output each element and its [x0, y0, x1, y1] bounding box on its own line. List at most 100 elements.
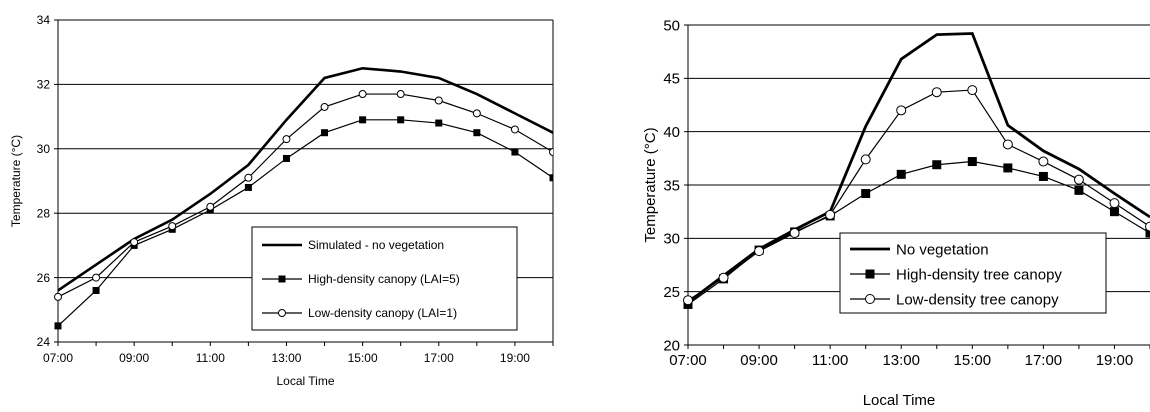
- marker-circle: [396, 90, 405, 99]
- y-axis-label: Temperature (°C): [642, 127, 659, 242]
- marker-square: [1145, 228, 1150, 238]
- legend-label: High-density tree canopy: [896, 266, 1062, 283]
- x-axis-label: Local Time: [863, 392, 936, 409]
- y-tick-label: 28: [37, 206, 51, 220]
- marker-circle: [130, 238, 139, 247]
- chart-1: 24 26 28 30 32 34 07:00 09:00 11:00 13:00 15:00 17:…: [9, 13, 554, 388]
- marker-square: [359, 116, 367, 124]
- marker-circle: [54, 292, 62, 301]
- marker-circle: [434, 96, 443, 105]
- marker-square: [932, 160, 942, 170]
- x-tick-label: 09:00: [740, 352, 778, 369]
- marker-circle: [1038, 156, 1049, 167]
- legend-label: Simulated - no vegetation: [308, 238, 444, 252]
- x-tick-label: 07:00: [669, 352, 707, 369]
- series-3: [683, 85, 1150, 306]
- marker-circle: [860, 154, 871, 165]
- x-tick-label: 19:00: [500, 351, 530, 365]
- marker-square: [861, 189, 871, 199]
- marker-circle: [1145, 221, 1150, 232]
- marker-square: [967, 157, 977, 167]
- x-tick-label: 07:00: [43, 351, 73, 365]
- y-tick-label: 26: [37, 271, 51, 285]
- marker-circle: [320, 102, 329, 111]
- marker-circle: [92, 273, 101, 282]
- series-1: [57, 66, 553, 292]
- marker-circle: [896, 105, 907, 116]
- marker-square: [244, 183, 252, 191]
- y-tick-label: 30: [663, 231, 680, 248]
- x-tick-label: 09:00: [119, 351, 149, 365]
- marker-circle: [244, 173, 253, 182]
- marker-circle: [206, 202, 215, 211]
- y-tick-label: 40: [663, 124, 680, 141]
- series-line: [57, 119, 553, 327]
- marker-circle: [1073, 174, 1084, 185]
- marker-square: [1109, 207, 1119, 217]
- marker-circle: [865, 294, 875, 304]
- series-line: [57, 93, 553, 298]
- marker-square: [865, 269, 875, 279]
- marker-square: [397, 116, 405, 124]
- marker-square: [278, 275, 286, 283]
- legend-label: Low-density canopy (LAI=1): [308, 306, 457, 320]
- x-axis-label: Local Time: [276, 374, 334, 388]
- legend: Simulated - no vegetation High-density ca…: [251, 226, 518, 331]
- marker-circle: [683, 295, 693, 306]
- marker-square: [511, 148, 519, 156]
- x-tick-label: 19:00: [1096, 352, 1134, 369]
- series-2: [54, 116, 553, 330]
- legend-label: No vegetation: [896, 241, 989, 258]
- marker-circle: [931, 87, 942, 98]
- marker-circle: [278, 309, 286, 317]
- marker-circle: [510, 125, 519, 134]
- legend-box: [839, 232, 1107, 314]
- legend: No vegetation High-density tree canopy Low…: [839, 232, 1107, 314]
- marker-square: [92, 286, 100, 294]
- x-tick-label: 17:00: [1025, 352, 1063, 369]
- legend-label: High-density canopy (LAI=5): [308, 272, 460, 286]
- x-tick-label: 17:00: [424, 351, 454, 365]
- marker-square: [1003, 163, 1013, 173]
- marker-square: [1074, 185, 1084, 195]
- y-tick-label: 35: [663, 177, 680, 194]
- marker-square: [282, 154, 290, 162]
- y-tick-label: 24: [37, 335, 51, 349]
- series-3: [54, 90, 553, 301]
- y-tick-label: 20: [663, 337, 680, 354]
- series-1: [687, 32, 1150, 304]
- marker-circle: [789, 228, 800, 238]
- y-tick-label: 45: [663, 71, 680, 88]
- x-tick-label: 13:00: [271, 351, 301, 365]
- legend-label: Low-density tree canopy: [896, 291, 1059, 308]
- x-tick-label: 15:00: [954, 352, 992, 369]
- x-tick-label: 11:00: [812, 352, 848, 369]
- y-tick-label: 25: [663, 284, 680, 301]
- y-tick-label: 34: [37, 13, 51, 27]
- marker-circle: [282, 135, 291, 144]
- marker-square: [435, 119, 443, 127]
- marker-circle: [825, 209, 836, 220]
- series-line: [57, 66, 553, 292]
- chart-2: 20 25 30 35 40 45 50 07:00 09:00 11:00 13:00 15:00 1…: [642, 17, 1150, 409]
- marker-square: [1038, 171, 1048, 181]
- marker-circle: [1109, 198, 1120, 209]
- series-line: [687, 32, 1150, 304]
- marker-circle: [168, 222, 177, 231]
- marker-circle: [549, 148, 553, 157]
- marker-circle: [967, 85, 978, 96]
- marker-circle: [358, 90, 367, 99]
- marker-square: [896, 169, 906, 179]
- series-line: [687, 89, 1150, 301]
- marker-square: [473, 129, 481, 137]
- marker-circle: [754, 246, 765, 257]
- x-tick-label: 11:00: [196, 351, 225, 365]
- series-line: [687, 160, 1150, 305]
- marker-square: [54, 322, 62, 330]
- marker-circle: [1002, 139, 1013, 150]
- y-axis-label: Temperature (°C): [9, 135, 23, 227]
- marker-square: [549, 174, 553, 182]
- y-tick-label: 50: [663, 17, 680, 34]
- x-tick-label: 13:00: [882, 352, 920, 369]
